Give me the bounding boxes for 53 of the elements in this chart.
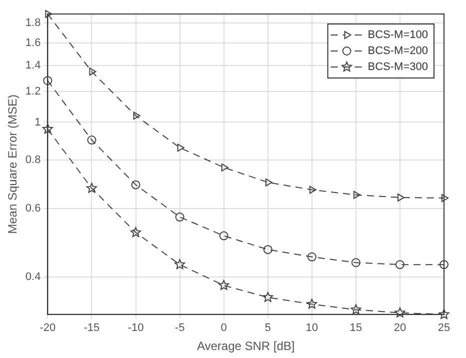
point <box>133 112 140 120</box>
x-tick-label: 5 <box>264 322 271 334</box>
point <box>263 245 272 254</box>
point <box>397 194 404 202</box>
point <box>130 227 142 238</box>
point <box>351 258 360 268</box>
x-tick-label: 0 <box>220 322 227 334</box>
point <box>265 178 272 186</box>
x-tick-label: -20 <box>40 322 56 334</box>
point <box>87 136 96 145</box>
y-tick-label: 0.4 <box>25 270 41 283</box>
x-tick-label: -15 <box>84 322 100 334</box>
y-tick-label: 0.6 <box>25 202 41 214</box>
point <box>45 10 52 18</box>
x-tick-label: -5 <box>174 322 185 334</box>
y-tick-label: 1.6 <box>25 37 41 50</box>
point <box>442 194 448 202</box>
point <box>42 124 53 134</box>
point <box>175 212 184 222</box>
y-axis-title: Mean Square Error (MSE) <box>6 94 20 234</box>
x-tick-label: 15 <box>350 322 362 334</box>
y-tick-label: 1.2 <box>25 86 41 98</box>
point <box>309 186 316 194</box>
y-tick-label: 1.4 <box>25 60 41 72</box>
point <box>350 304 362 314</box>
point <box>86 182 97 193</box>
y-tick-label: 1 <box>34 116 41 128</box>
x-tick-label: 25 <box>438 322 450 334</box>
point <box>43 76 52 86</box>
y-tick-label: 0.8 <box>25 154 41 166</box>
point <box>221 163 228 172</box>
point <box>174 259 186 270</box>
legend-label: BCS-M=300 <box>368 61 428 74</box>
point <box>353 190 360 199</box>
point <box>177 144 184 152</box>
point <box>131 180 140 190</box>
point <box>394 307 406 318</box>
y-tick-label: 1.8 <box>25 17 41 30</box>
point <box>219 231 228 240</box>
x-tick-label: -10 <box>128 322 144 334</box>
point <box>306 298 318 309</box>
legend-label: BCS-M=200 <box>368 45 428 58</box>
point <box>89 68 96 76</box>
point <box>262 292 274 302</box>
x-tick-label: 10 <box>306 322 318 334</box>
x-tick-label: 20 <box>394 322 406 334</box>
point <box>440 260 448 270</box>
point <box>218 280 230 290</box>
point <box>307 252 316 262</box>
point <box>395 260 404 270</box>
point <box>438 308 450 319</box>
x-axis-title: Average SNR [dB] <box>196 339 295 354</box>
legend-label: BCS-M=100 <box>368 29 428 42</box>
